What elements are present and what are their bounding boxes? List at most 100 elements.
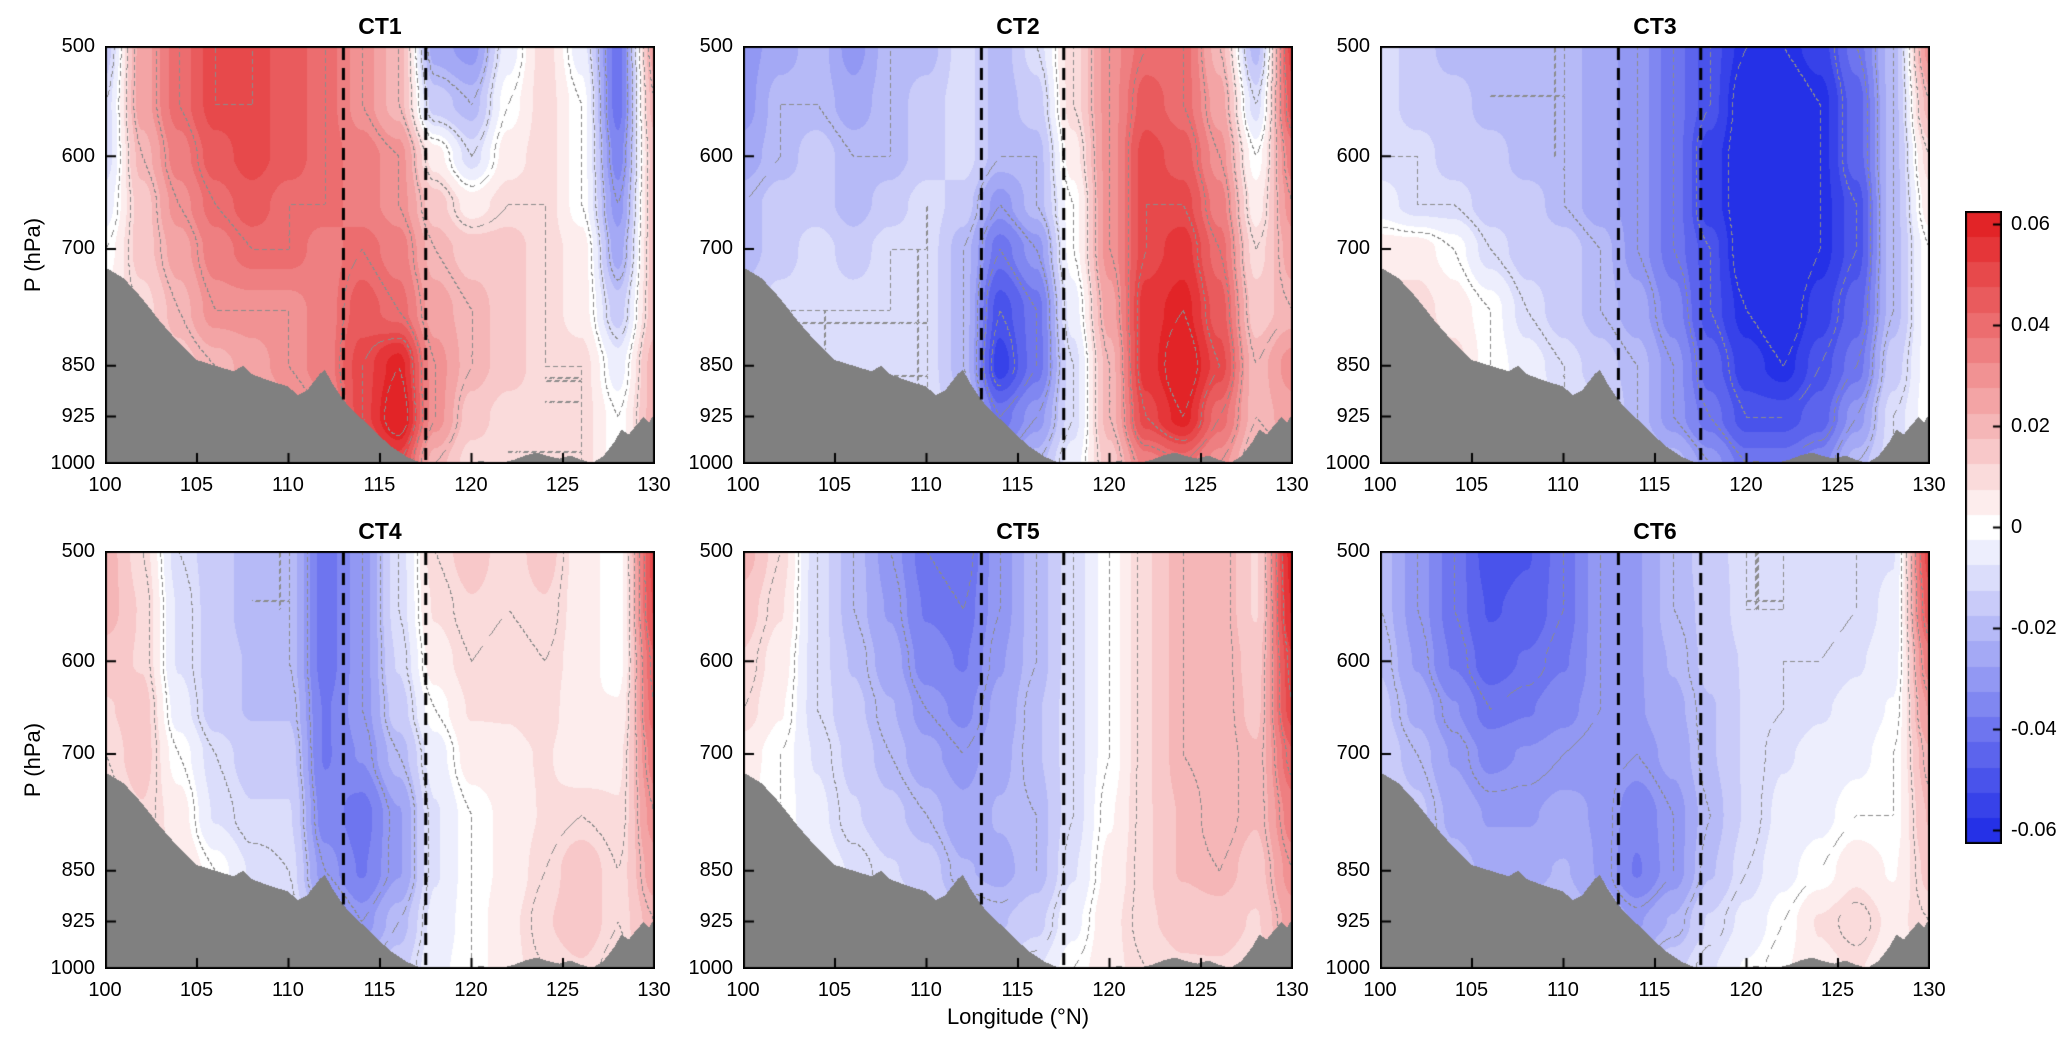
x-tick-label: 120 — [1729, 474, 1763, 496]
x-tick-label: 100 — [726, 979, 760, 1001]
colorbar-tick-label: -0.04 — [2011, 718, 2057, 741]
y-tick-label: 600 — [699, 649, 733, 672]
y-tick-label: 1000 — [688, 452, 734, 474]
colorbar-tick-label: 0.02 — [2011, 414, 2050, 437]
x-tick-label: 130 — [637, 979, 671, 1001]
contour-plot-CT2 — [743, 46, 1293, 464]
x-tick-label: 115 — [1638, 979, 1671, 1001]
contour-plot-CT3 — [1380, 46, 1930, 464]
x-tick-label: 110 — [1547, 979, 1579, 1001]
x-axis-label: Longitude (°N) — [946, 1004, 1090, 1029]
colorbar-tick-label: -0.02 — [2011, 617, 2057, 640]
x-tick-label: 130 — [1275, 979, 1309, 1001]
y-axis-label: P (hPa) — [20, 217, 45, 293]
x-tick-label: 110 — [272, 474, 304, 496]
contour-plot-CT5 — [743, 551, 1293, 969]
panel-title: CT6 — [1633, 518, 1677, 544]
y-tick-label: 600 — [1336, 649, 1370, 672]
y-tick-label: 500 — [1336, 540, 1370, 562]
panel-title: CT2 — [996, 13, 1040, 39]
y-axis-label: P (hPa) — [20, 722, 45, 798]
y-tick-label: 700 — [1336, 237, 1370, 260]
y-tick-label: 850 — [699, 859, 733, 882]
x-tick-label: 100 — [726, 474, 760, 496]
x-tick-label: 105 — [1454, 979, 1489, 1001]
y-tick-label: 850 — [699, 354, 733, 377]
x-tick-label: 105 — [817, 474, 852, 496]
x-tick-label: 100 — [88, 474, 122, 496]
y-tick-label: 600 — [61, 144, 95, 167]
x-tick-label: 115 — [1638, 474, 1671, 496]
x-tick-label: 120 — [454, 474, 488, 496]
contour-plot-CT4 — [105, 551, 655, 969]
x-tick-label: 120 — [1092, 474, 1126, 496]
y-tick-label: 700 — [699, 237, 733, 260]
x-tick-label: 125 — [1183, 979, 1218, 1001]
x-tick-label: 125 — [1820, 979, 1855, 1001]
x-tick-label: 125 — [1820, 474, 1855, 496]
x-tick-label: 130 — [1275, 474, 1309, 496]
panel-title: CT4 — [358, 518, 402, 544]
x-tick-label: 115 — [363, 474, 396, 496]
x-tick-label: 110 — [272, 979, 304, 1001]
x-tick-label: 115 — [1001, 474, 1034, 496]
colorbar-tick-label: 0 — [2011, 516, 2023, 538]
x-tick-label: 115 — [1001, 979, 1034, 1001]
y-tick-label: 700 — [1336, 742, 1370, 765]
y-tick-label: 1000 — [688, 957, 734, 979]
x-tick-label: 130 — [637, 474, 671, 496]
x-tick-label: 100 — [1363, 979, 1397, 1001]
x-tick-label: 105 — [817, 979, 852, 1001]
x-tick-label: 110 — [910, 979, 942, 1001]
x-tick-label: 120 — [1729, 979, 1763, 1001]
panel-title: CT5 — [996, 518, 1040, 544]
y-tick-label: 500 — [61, 35, 95, 57]
x-tick-label: 110 — [910, 474, 942, 496]
x-tick-label: 100 — [1363, 474, 1397, 496]
colorbar-tick-label: -0.06 — [2011, 819, 2057, 842]
contour-plot-CT1 — [105, 46, 655, 464]
y-tick-label: 850 — [61, 859, 95, 882]
y-tick-label: 700 — [61, 237, 95, 260]
x-tick-label: 120 — [454, 979, 488, 1001]
y-tick-label: 850 — [1336, 354, 1370, 377]
y-tick-label: 600 — [61, 649, 95, 672]
x-tick-label: 125 — [545, 979, 580, 1001]
y-tick-label: 925 — [61, 405, 95, 428]
y-tick-label: 925 — [699, 910, 733, 933]
y-tick-label: 500 — [1336, 35, 1370, 57]
contour-plot-CT6 — [1380, 551, 1930, 969]
colorbar-gradient — [1965, 211, 2002, 844]
x-tick-label: 105 — [179, 979, 214, 1001]
y-tick-label: 500 — [699, 540, 733, 562]
y-tick-label: 1000 — [1325, 452, 1371, 474]
y-tick-label: 925 — [699, 405, 733, 428]
y-tick-label: 925 — [1336, 910, 1370, 933]
y-tick-label: 500 — [699, 35, 733, 57]
x-tick-label: 110 — [1547, 474, 1579, 496]
colorbar-tick-label: 0.04 — [2011, 313, 2050, 336]
x-tick-label: 105 — [179, 474, 214, 496]
panel-title: CT3 — [1633, 13, 1677, 39]
y-tick-label: 850 — [1336, 859, 1370, 882]
x-tick-label: 105 — [1454, 474, 1489, 496]
y-tick-label: 700 — [699, 742, 733, 765]
y-tick-label: 700 — [61, 742, 95, 765]
x-tick-label: 130 — [1912, 979, 1946, 1001]
y-tick-label: 850 — [61, 354, 95, 377]
y-tick-label: 925 — [61, 910, 95, 933]
x-tick-label: 100 — [88, 979, 122, 1001]
y-tick-label: 1000 — [50, 452, 96, 474]
panel-title: CT1 — [358, 13, 402, 39]
colorbar-tick-label: 0.06 — [2011, 212, 2050, 235]
x-tick-label: 125 — [1183, 474, 1218, 496]
x-tick-label: 130 — [1912, 474, 1946, 496]
x-tick-label: 115 — [363, 979, 396, 1001]
x-tick-label: 120 — [1092, 979, 1126, 1001]
y-tick-label: 925 — [1336, 405, 1370, 428]
y-tick-label: 500 — [61, 540, 95, 562]
y-tick-label: 600 — [1336, 144, 1370, 167]
y-tick-label: 600 — [699, 144, 733, 167]
x-tick-label: 125 — [545, 474, 580, 496]
